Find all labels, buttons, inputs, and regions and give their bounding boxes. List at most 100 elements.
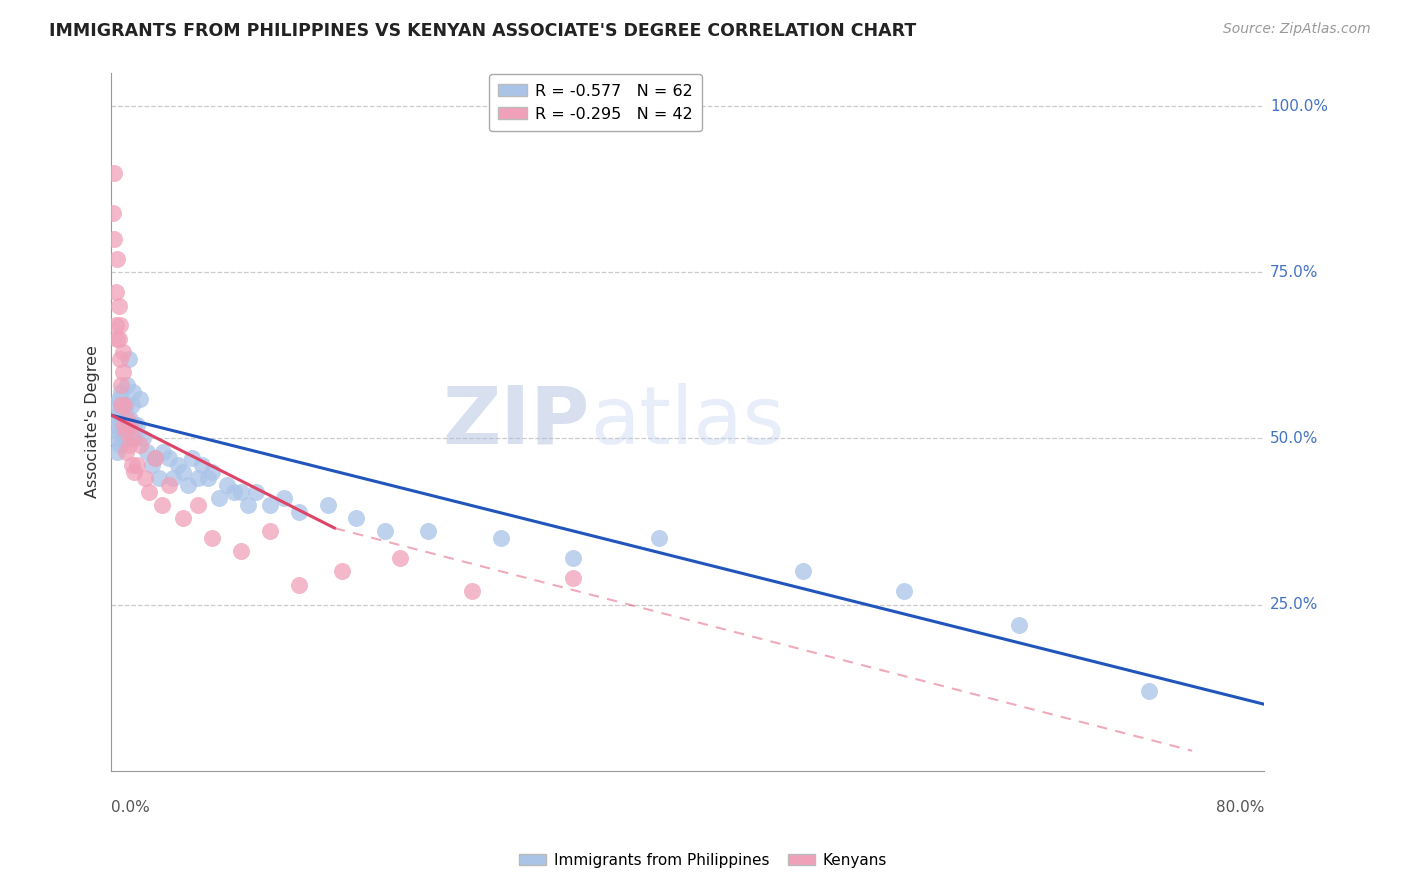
Text: ZIP: ZIP [443,383,591,461]
Point [112,398,135,412]
Legend: Immigrants from Philippines, Kenyans: Immigrants from Philippines, Kenyans [513,847,893,873]
Legend: R = -0.577   N = 62, R = -0.295   N = 42: R = -0.577 N = 62, R = -0.295 N = 42 [489,74,703,131]
Y-axis label: Associate's Degree: Associate's Degree [86,345,100,499]
Point [187,498,209,512]
Point [259,524,281,539]
Text: 80.0%: 80.0% [1216,800,1264,815]
Point [287,577,309,591]
Point [162,471,184,485]
Point [104,285,127,300]
Text: 50.0%: 50.0% [1270,431,1319,446]
Point [112,418,135,433]
Point [117,411,139,425]
Point [344,511,367,525]
Point [287,504,309,518]
Point [120,411,142,425]
Text: 25.0%: 25.0% [1270,597,1319,612]
Text: 100.0%: 100.0% [1270,99,1329,113]
Point [229,484,252,499]
Point [215,478,238,492]
Point [104,432,127,446]
Point [104,318,127,333]
Point [374,524,396,539]
Point [561,551,583,566]
Point [107,332,129,346]
Point [111,345,134,359]
Point [107,392,129,406]
Point [111,405,134,419]
Point [110,418,132,433]
Point [201,465,224,479]
Point [138,484,160,499]
Point [273,491,295,506]
Point [120,418,142,433]
Point [197,471,219,485]
Point [111,432,134,446]
Text: IMMIGRANTS FROM PHILIPPINES VS KENYAN ASSOCIATE'S DEGREE CORRELATION CHART: IMMIGRANTS FROM PHILIPPINES VS KENYAN AS… [49,22,917,40]
Point [112,425,135,439]
Point [129,438,152,452]
Point [152,444,174,458]
Point [121,458,143,472]
Point [134,471,156,485]
Text: 75.0%: 75.0% [1270,265,1319,280]
Point [110,378,132,392]
Point [238,498,260,512]
Point [201,531,224,545]
Point [104,398,127,412]
Point [150,498,173,512]
Point [118,438,141,452]
Point [388,551,411,566]
Point [114,398,136,412]
Point [172,465,194,479]
Point [108,318,131,333]
Point [792,565,814,579]
Point [418,524,440,539]
Point [112,411,135,425]
Point [103,418,125,433]
Point [172,511,194,525]
Point [141,458,163,472]
Point [108,405,131,419]
Point [103,232,125,246]
Point [245,484,267,499]
Point [259,498,281,512]
Point [561,571,583,585]
Point [118,351,141,366]
Text: atlas: atlas [591,383,785,461]
Point [148,471,170,485]
Point [229,544,252,558]
Point [1137,684,1160,698]
Point [105,252,128,266]
Point [125,432,148,446]
Point [648,531,671,545]
Point [124,465,146,479]
Point [893,584,915,599]
Point [105,411,128,425]
Point [101,205,124,219]
Point [127,458,149,472]
Text: 0.0%: 0.0% [111,800,150,815]
Point [316,498,339,512]
Point [222,484,245,499]
Point [166,458,188,472]
Point [105,444,128,458]
Point [129,392,152,406]
Point [143,451,166,466]
Point [114,432,136,446]
Point [489,531,512,545]
Point [114,444,136,458]
Point [105,332,128,346]
Point [122,432,145,446]
Point [181,451,204,466]
Point [191,458,214,472]
Point [132,432,155,446]
Point [460,584,482,599]
Point [108,438,131,452]
Point [122,384,145,399]
Point [110,384,132,399]
Point [187,471,209,485]
Point [110,398,132,412]
Point [111,365,134,379]
Point [157,451,180,466]
